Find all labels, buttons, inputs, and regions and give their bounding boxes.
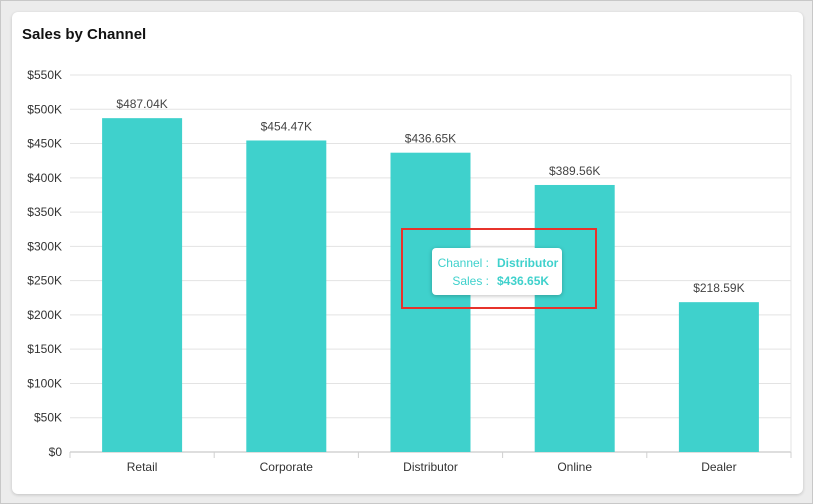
x-tick-label: Dealer (701, 460, 736, 474)
tooltip-sales-value: $436.65K (497, 274, 550, 288)
y-tick-label: $400K (27, 171, 62, 185)
tooltip-channel-value: Distributor (497, 256, 559, 270)
bar-chart[interactable]: $0 $50K $100K $150K $200K $250K $300K $350K $400… (12, 12, 803, 494)
tooltip-highlight-box (401, 228, 597, 309)
y-tick-label: $300K (27, 239, 62, 253)
data-label: $389.56K (549, 164, 600, 178)
chart-title: Sales by Channel (22, 26, 147, 43)
bar-distributor[interactable] (390, 152, 471, 452)
bar-retail[interactable] (102, 118, 183, 452)
y-tick-label: $0 (49, 445, 63, 459)
y-tick-label: $450K (27, 137, 62, 151)
bar-corporate[interactable] (246, 140, 327, 452)
y-tick-label: $200K (27, 308, 62, 322)
y-tick-label: $250K (27, 274, 62, 288)
bar-online[interactable] (534, 184, 615, 452)
y-tick-label: $50K (34, 411, 62, 425)
tooltip-channel-key: Channel : (437, 256, 489, 270)
tooltip-sales-key: Sales : (452, 274, 489, 288)
chart-card: Sales by Channel $0 $50K $100K $150K $200K $2… (12, 12, 803, 494)
data-label: $436.65K (405, 132, 456, 146)
data-label: $487.04K (116, 97, 167, 111)
x-tick-label: Distributor (403, 460, 458, 474)
data-label: $218.59K (693, 281, 744, 295)
bar-dealer[interactable] (678, 302, 759, 452)
x-tick-label: Retail (127, 460, 158, 474)
y-tick-label: $100K (27, 376, 62, 390)
y-tick-label: $500K (27, 102, 62, 116)
y-tick-label: $550K (27, 68, 62, 82)
x-tick-label: Online (557, 460, 592, 474)
y-tick-label: $350K (27, 205, 62, 219)
data-label: $454.47K (261, 119, 312, 133)
chart-tooltip: Channel : Distributor Sales : $436.65K (432, 248, 562, 295)
x-tick-label: Corporate (260, 460, 314, 474)
y-tick-label: $150K (27, 342, 62, 356)
